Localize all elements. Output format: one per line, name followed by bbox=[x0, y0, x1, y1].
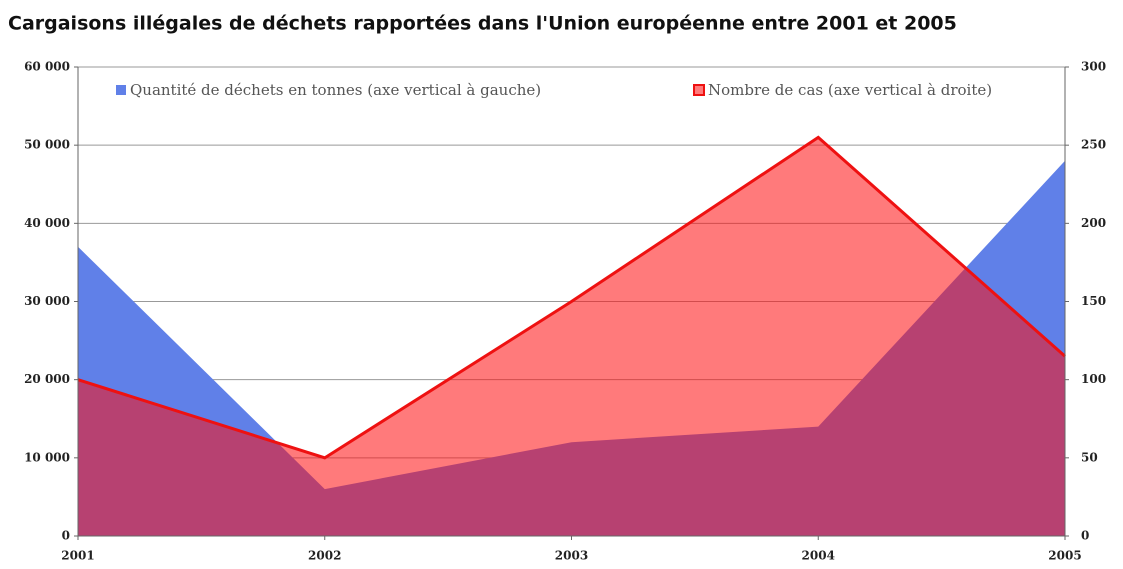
y-tick-label: 60 000 bbox=[24, 60, 70, 74]
x-tick-label: 2003 bbox=[555, 549, 588, 563]
x-tick-label: 2001 bbox=[61, 549, 94, 563]
y2-tick-label: 50 bbox=[1081, 450, 1098, 464]
x-tick-label: 2005 bbox=[1048, 549, 1081, 563]
y2-tick-label: 250 bbox=[1081, 138, 1106, 152]
y2-tick-label: 150 bbox=[1081, 294, 1106, 308]
legend-label: Nombre de cas (axe vertical à droite) bbox=[708, 81, 992, 99]
y-tick-label: 50 000 bbox=[24, 138, 70, 152]
y-tick-label: 30 000 bbox=[24, 294, 70, 308]
y-tick-label: 40 000 bbox=[24, 216, 70, 230]
x-tick-label: 2002 bbox=[308, 549, 341, 563]
legend-swatch bbox=[116, 85, 126, 95]
legend-label: Quantité de déchets en tonnes (axe verti… bbox=[130, 81, 541, 99]
y2-tick-label: 0 bbox=[1081, 529, 1089, 543]
y-tick-label: 10 000 bbox=[24, 450, 70, 464]
x-tick-label: 2004 bbox=[802, 549, 835, 563]
y-tick-label: 20 000 bbox=[24, 372, 70, 386]
line bbox=[77, 135, 1066, 460]
legend-swatch bbox=[693, 84, 705, 96]
y2-tick-label: 300 bbox=[1081, 60, 1106, 74]
chart-title: Cargaisons illégales de déchets rapporté… bbox=[8, 13, 957, 35]
y2-tick-label: 200 bbox=[1081, 216, 1106, 230]
y2-tick-label: 100 bbox=[1081, 372, 1106, 386]
area bbox=[78, 137, 1065, 536]
y-tick-label: 0 bbox=[62, 529, 70, 543]
